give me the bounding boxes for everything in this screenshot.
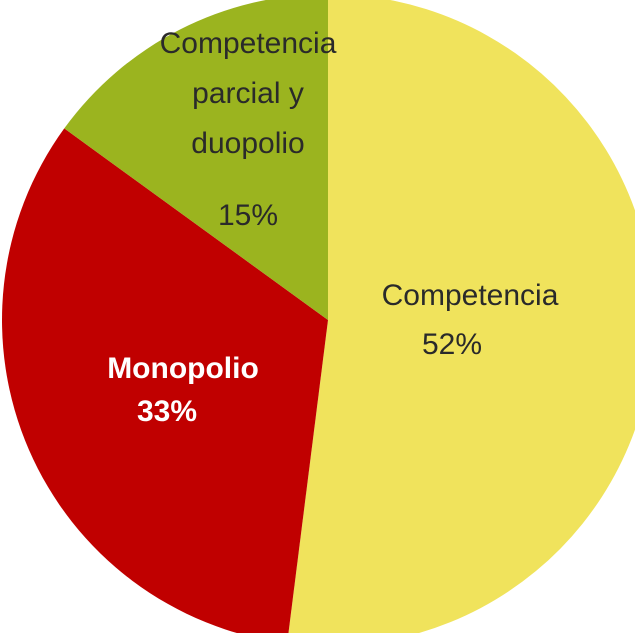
value-label: 52% — [422, 328, 482, 361]
pie-slice — [288, 0, 635, 633]
slice-label: Competencia — [382, 279, 559, 312]
value-label: 15% — [218, 199, 278, 232]
value-label: 33% — [137, 395, 197, 428]
pie-slice — [64, 0, 328, 320]
pie-slice — [2, 128, 328, 633]
slice-label: Competencia parcial y duopolio — [160, 27, 337, 160]
slice-label: Monopolio — [107, 352, 259, 385]
